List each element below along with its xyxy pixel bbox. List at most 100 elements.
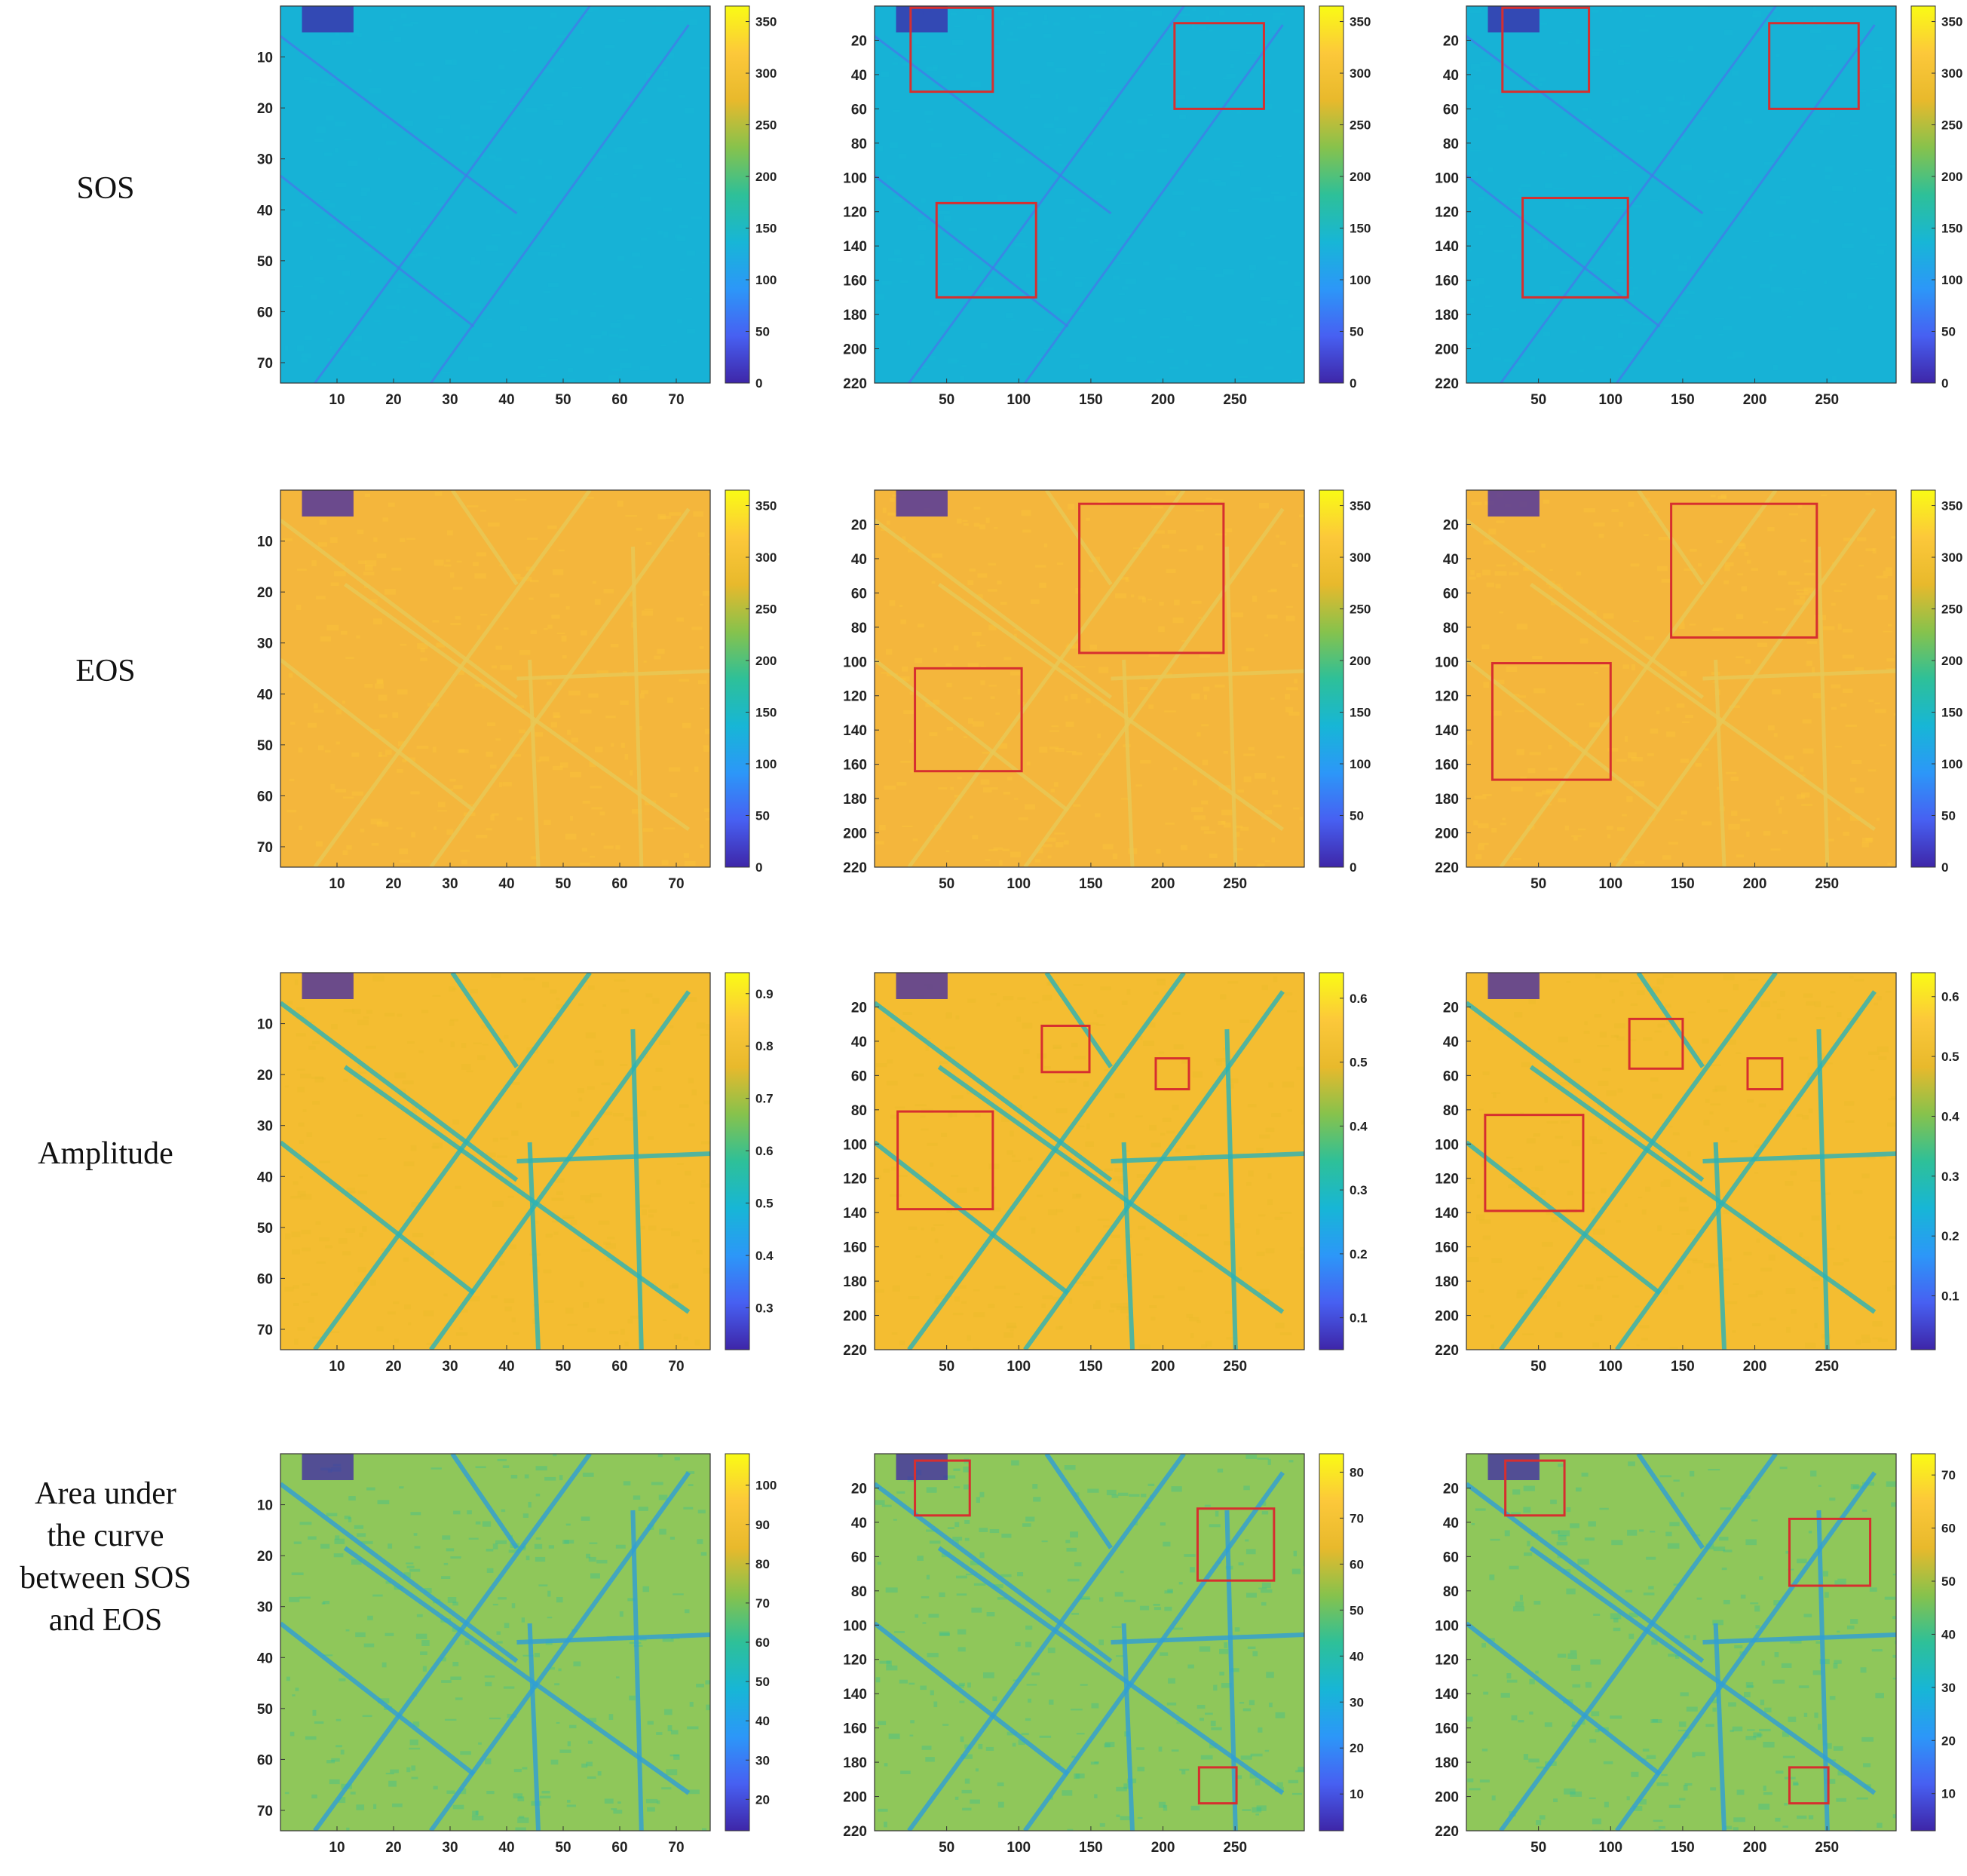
highlight-box xyxy=(909,6,994,93)
texture-cell xyxy=(1494,679,1505,685)
texture-cell xyxy=(362,1715,372,1718)
texture-cell xyxy=(319,1160,331,1163)
texture-cell xyxy=(1594,1014,1602,1018)
texture-cell xyxy=(980,342,988,348)
y-tick-label: 160 xyxy=(843,758,867,774)
texture-cell xyxy=(335,182,347,188)
texture-cell xyxy=(344,139,352,141)
texture-cell xyxy=(1506,1157,1514,1159)
texture-cell xyxy=(1611,1540,1623,1546)
texture-cell xyxy=(1878,1056,1887,1060)
texture-cell xyxy=(1870,234,1876,240)
texture-cell xyxy=(685,1471,695,1474)
texture-cell xyxy=(1286,605,1293,608)
texture-cell xyxy=(326,1760,335,1764)
texture-cell xyxy=(288,673,293,678)
texture-cell xyxy=(1056,1209,1064,1212)
texture-cell xyxy=(570,381,581,383)
texture-cell xyxy=(1478,1108,1484,1111)
texture-cell xyxy=(280,206,287,210)
texture-cell xyxy=(1296,1066,1304,1070)
texture-cell xyxy=(1862,1510,1867,1512)
texture-cell xyxy=(447,1597,457,1603)
texture-cell xyxy=(1702,1038,1709,1044)
texture-cell xyxy=(1222,268,1234,274)
texture-cell xyxy=(1158,1801,1166,1808)
texture-cell xyxy=(1849,777,1857,782)
texture-cell xyxy=(1071,694,1078,700)
texture-cell xyxy=(951,360,960,362)
texture-cell xyxy=(534,1543,543,1550)
colorbar-tick-label: 80 xyxy=(1350,1465,1364,1479)
texture-cell xyxy=(1536,238,1542,244)
texture-cell xyxy=(522,1513,529,1518)
texture-cell xyxy=(954,1522,960,1528)
texture-cell xyxy=(1012,1154,1016,1157)
texture-cell xyxy=(1807,1072,1814,1079)
texture-cell xyxy=(1467,333,1473,339)
colorbar-tick-label: 350 xyxy=(1350,499,1371,513)
texture-cell xyxy=(1745,659,1751,664)
colorbar xyxy=(725,1453,750,1832)
texture-cell xyxy=(1885,991,1892,993)
texture-cell xyxy=(455,1332,468,1336)
colorbar-tick-label: 0 xyxy=(755,860,762,875)
texture-cell xyxy=(988,685,997,687)
x-tick-label: 10 xyxy=(329,392,345,408)
texture-cell xyxy=(1483,1691,1489,1695)
texture-cell xyxy=(948,95,957,99)
texture-cell xyxy=(381,40,391,42)
texture-cell xyxy=(1010,671,1021,676)
texture-cell xyxy=(976,1497,981,1503)
heatmap-image xyxy=(875,6,1304,383)
texture-cell xyxy=(1276,155,1282,158)
texture-cell xyxy=(1826,838,1834,841)
texture-cell xyxy=(1529,1678,1535,1684)
texture-cell xyxy=(891,1332,898,1335)
texture-cell xyxy=(492,1603,498,1606)
texture-cell xyxy=(971,1608,982,1613)
texture-cell xyxy=(1059,1326,1064,1329)
texture-cell xyxy=(492,1200,504,1207)
texture-cell xyxy=(403,1161,415,1166)
texture-cell xyxy=(1233,848,1243,851)
texture-cell xyxy=(348,1496,356,1501)
texture-cell xyxy=(963,523,969,526)
texture-cell xyxy=(1276,756,1285,759)
texture-cell xyxy=(1095,1300,1101,1304)
texture-cell xyxy=(1270,191,1280,195)
texture-cell xyxy=(1018,1739,1025,1746)
texture-cell xyxy=(617,146,627,153)
texture-cell xyxy=(309,78,318,83)
texture-cell xyxy=(545,1234,553,1238)
texture-cell xyxy=(1736,1052,1742,1054)
y-tick-label: 220 xyxy=(1435,1343,1459,1359)
field-boundary xyxy=(1816,1028,1830,1350)
texture-cell xyxy=(669,1285,679,1289)
y-tick-label: 220 xyxy=(1435,376,1459,392)
texture-cell xyxy=(1539,1815,1546,1820)
texture-cell xyxy=(589,1542,598,1544)
texture-cell xyxy=(1591,51,1600,57)
texture-cell xyxy=(1087,1022,1099,1025)
texture-cell xyxy=(1016,26,1027,29)
texture-cell xyxy=(925,120,932,124)
texture-cell xyxy=(1261,1582,1271,1589)
texture-cell xyxy=(1631,664,1636,671)
texture-cell xyxy=(881,672,893,674)
texture-cell xyxy=(464,1640,470,1645)
texture-cell xyxy=(1249,273,1254,279)
texture-cell xyxy=(1641,1338,1648,1341)
texture-cell xyxy=(1149,1305,1157,1308)
texture-cell xyxy=(1136,1174,1147,1178)
texture-cell xyxy=(1151,506,1163,509)
texture-cell xyxy=(459,1327,463,1331)
texture-cell xyxy=(392,1803,403,1807)
texture-cell xyxy=(504,1035,509,1039)
texture-cell xyxy=(1865,837,1874,842)
texture-cell xyxy=(1887,624,1892,627)
texture-cell xyxy=(1254,772,1267,779)
field-boundary xyxy=(280,658,476,812)
texture-cell xyxy=(1757,1733,1763,1737)
texture-cell xyxy=(943,1475,956,1479)
